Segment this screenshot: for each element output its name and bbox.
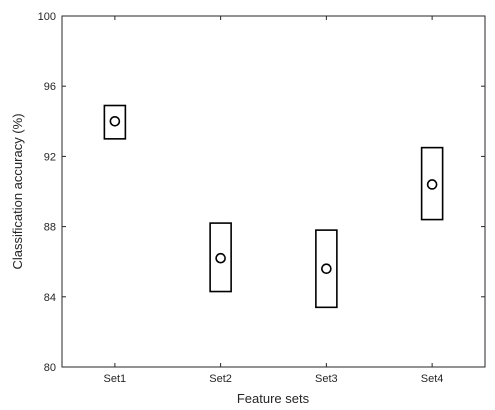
x-tick-label: Set2 xyxy=(209,373,232,385)
box-series xyxy=(103,104,444,309)
median-marker-set2 xyxy=(215,252,226,264)
x-axis: Set1 Set2 Set3 Set4 xyxy=(104,16,444,385)
median-marker-set1 xyxy=(109,116,121,127)
box-set4 xyxy=(420,146,444,221)
y-tick-label: 88 xyxy=(44,222,56,234)
median-marker-set3 xyxy=(321,263,332,275)
x-tick-label: Set4 xyxy=(421,373,444,385)
y-axis-label: Classification accuracy (%) xyxy=(10,113,25,269)
y-tick-label: 80 xyxy=(44,362,56,374)
y-axis: 80 84 88 92 96 100 xyxy=(38,11,485,374)
y-tick-label: 92 xyxy=(44,151,56,163)
plot-area xyxy=(61,15,486,368)
y-tick-label: 96 xyxy=(44,81,56,93)
median-marker-set4 xyxy=(426,179,438,190)
x-tick-label: Set1 xyxy=(104,373,127,385)
box-set2 xyxy=(209,222,232,293)
box-set1 xyxy=(103,104,127,140)
y-tick-label: 84 xyxy=(44,292,56,304)
y-tick-label: 100 xyxy=(38,11,56,23)
x-tick-label: Set3 xyxy=(315,373,338,385)
box-set3 xyxy=(315,229,338,309)
x-axis-label: Feature sets xyxy=(237,391,310,406)
